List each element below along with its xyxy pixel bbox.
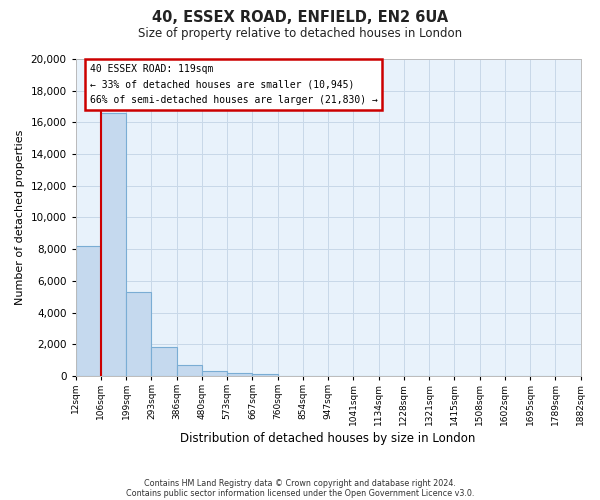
Bar: [101, 113, 126, 376]
Text: 40 ESSEX ROAD: 119sqm
← 33% of detached houses are smaller (10,945)
66% of semi-: 40 ESSEX ROAD: 119sqm ← 33% of detached …: [89, 64, 377, 105]
Text: Contains HM Land Registry data © Crown copyright and database right 2024.: Contains HM Land Registry data © Crown c…: [144, 478, 456, 488]
Text: Size of property relative to detached houses in London: Size of property relative to detached ho…: [138, 28, 462, 40]
X-axis label: Distribution of detached houses by size in London: Distribution of detached houses by size …: [181, 432, 476, 445]
Text: 40, ESSEX ROAD, ENFIELD, EN2 6UA: 40, ESSEX ROAD, ENFIELD, EN2 6UA: [152, 10, 448, 25]
Text: Contains public sector information licensed under the Open Government Licence v3: Contains public sector information licen…: [126, 488, 474, 498]
Y-axis label: Number of detached properties: Number of detached properties: [15, 130, 25, 305]
Bar: [151, 348, 176, 376]
Bar: [176, 365, 202, 376]
Bar: [202, 371, 227, 376]
Bar: [253, 374, 278, 376]
Bar: [76, 246, 101, 376]
Bar: [227, 373, 253, 376]
Bar: [126, 292, 151, 376]
